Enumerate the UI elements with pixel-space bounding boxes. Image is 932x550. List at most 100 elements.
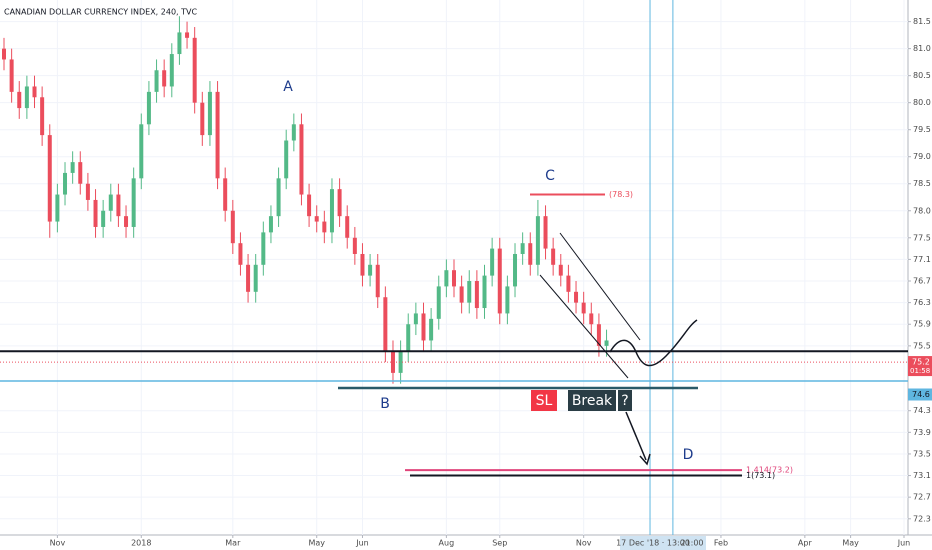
y-tick-label: 73.5 [913,449,931,458]
candle-body [360,253,365,276]
break-label: Break [572,393,613,409]
x-tick-label: May [842,539,859,548]
y-tick-label: 79.5 [913,125,931,134]
candle-body [131,178,136,227]
y-tick-label: 76.3 [913,298,931,307]
candle-body [589,313,594,325]
candle-body [307,194,312,217]
candle-body [352,237,357,254]
y-tick-label: 77.1 [913,255,931,264]
candle-body [459,286,464,303]
candle-body [146,91,151,125]
candle-body [505,286,510,314]
candle-body [429,318,434,341]
candle-body [566,275,571,292]
candle-body [421,313,426,341]
crosshair-label: 21:00 [680,539,703,548]
candle-body [124,216,129,227]
y-tick-label: 74.3 [913,406,931,415]
candle-body [215,91,220,179]
candle-body [200,102,205,136]
question-label: ? [621,393,628,409]
candle-body [192,37,197,103]
candle-body [314,216,319,222]
last-price-label: 75.2 [912,358,930,367]
x-tick-label: Jun [897,539,911,548]
candle-body [337,189,342,217]
x-tick-label: Mar [225,539,241,548]
candle-body [581,302,586,314]
y-tick-label: 72.3 [913,514,931,523]
sl-label: SL [536,393,553,409]
candle-body [246,264,251,292]
candle-body [543,216,548,249]
candle-body [467,281,472,303]
candle-body [230,210,235,244]
candle-body [284,140,289,179]
candle-body [398,351,403,373]
break-box [568,390,616,411]
candle-body [85,183,90,200]
y-tick-label: 73.1 [913,471,931,480]
candle-body [383,297,388,352]
candle-body [93,199,98,227]
candle-body [9,59,14,92]
candle-body [329,189,334,233]
candle-body [223,178,228,211]
candle-body [78,162,83,184]
candle-body [32,86,37,98]
crosshair-box [620,536,706,550]
y-tick-label: 80.5 [913,71,931,80]
candle-body [528,243,533,265]
candle-body [162,70,167,87]
x-tick-label: May [308,539,325,548]
fib-label: 1.414(73.2) [746,466,793,475]
y-tick-label: 78.0 [913,206,931,215]
candle-body [375,264,380,298]
candle-body [207,91,212,136]
candle-body [520,243,525,254]
candle-body [154,70,159,92]
y-tick-label: 81.0 [913,44,931,53]
candle-body [497,248,502,314]
channel-line [559,232,641,341]
candle-body [474,281,479,309]
projection-curve [609,319,698,367]
wave-label: D [683,447,694,463]
wave-label: B [380,396,390,412]
last-price-box [908,356,932,377]
candle-body [368,264,373,276]
chart-title: CANADIAN DOLLAR CURRENCY INDEX, 240, TVC [4,8,197,17]
y-tick-label: 75.9 [913,320,931,329]
candle-body [261,232,266,265]
candle-body [139,124,144,179]
candle-body [482,275,487,309]
candle-body [169,54,174,87]
candle-body [490,248,495,276]
y-tick-label: 80.0 [913,98,931,107]
candle-body [2,48,6,60]
arrow [625,411,647,461]
candle-body [436,286,441,319]
candle-body [551,248,556,265]
arrow-head [639,453,651,466]
candle-body [299,124,304,195]
x-tick-label: Apr [798,539,813,548]
overlays: 75.201:58 74.6 (78.3) 1.414(73.2)1(73.1) [0,0,932,535]
question-box [618,390,632,411]
candle-body [101,210,106,227]
marker-price-box [908,388,932,401]
x-tick-label: Nov [576,539,592,548]
x-tick-label: Feb [714,539,728,548]
candle-body [558,264,563,276]
candle-body [177,32,182,55]
y-tick-label: 76.7 [913,277,931,286]
candle-body [596,324,601,346]
y-tick-label: 81.5 [913,17,931,26]
candle-body [268,216,273,233]
candle-body [322,221,327,233]
y-tick-label: 79.0 [913,152,931,161]
candle-body [116,194,121,217]
candle-body [291,124,296,141]
